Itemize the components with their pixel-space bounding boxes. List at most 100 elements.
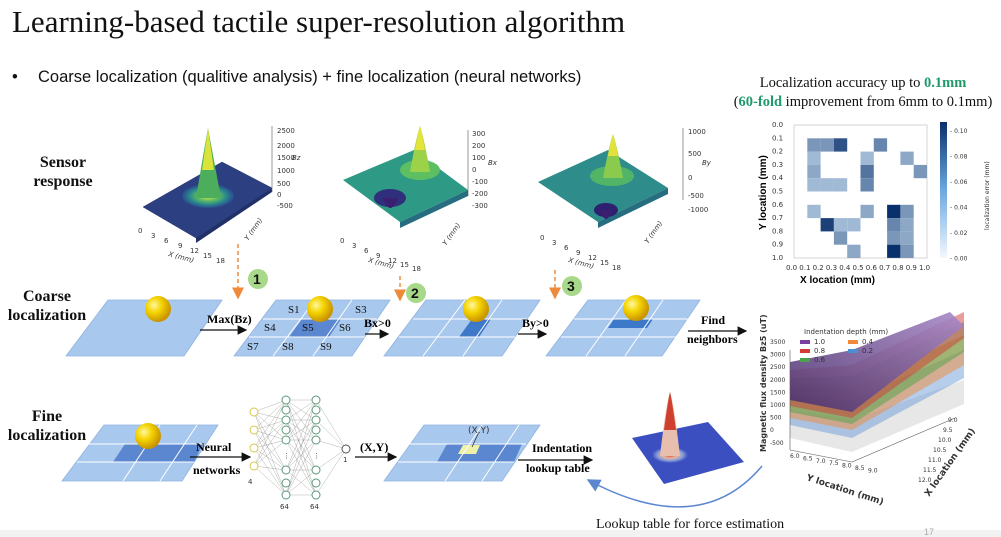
heatmap-cell xyxy=(900,244,914,258)
heatmap-cell xyxy=(820,178,834,192)
nn-hidden-node xyxy=(281,465,291,475)
xy-pointer xyxy=(471,433,479,448)
peak-surface-spike-top xyxy=(664,392,676,430)
grid-highlight xyxy=(113,444,203,462)
nn-input-node xyxy=(249,407,259,417)
heatmap-cell xyxy=(900,204,914,219)
heatmap-cell xyxy=(833,138,848,152)
heatmap-ytick: 0.6 xyxy=(772,201,784,209)
heatmap-ytick: 0.8 xyxy=(772,227,783,235)
surface-bz-xtick: 9 xyxy=(178,242,182,250)
coarse-plate-c xyxy=(383,296,541,357)
accuracy-line2: (60-fold improvement from 6mm to 0.1mm) xyxy=(728,93,998,112)
neural-network-diagram: ⋮ ⋮ 4 64 64 1 xyxy=(248,395,351,511)
surface-by-xtick: 18 xyxy=(612,264,621,272)
force-ytick: 9.5 xyxy=(943,427,953,434)
nn-hidden-node xyxy=(311,395,321,405)
step-badge-2 xyxy=(406,283,426,303)
surface-bx-xtick: 18 xyxy=(412,265,421,273)
surface-bx-ztick: -300 xyxy=(472,202,488,210)
heatmap-xtick: 0.9 xyxy=(906,264,917,272)
bullet-point: • Coarse localization (qualitive analysis… xyxy=(12,68,581,87)
surface-bz-edge xyxy=(196,188,272,243)
heatmap-xtick: 0.6 xyxy=(866,264,878,272)
surface-plot-bx: 300 200 100 Bx 0 -100 -200 -300 0 3 6 9 … xyxy=(340,126,498,273)
surface-by-peak-top xyxy=(608,134,618,156)
surface-bx-ztick: 100 xyxy=(472,154,485,162)
force-legend-label: 0.6 xyxy=(814,356,826,364)
row-label-sensor: Sensor response xyxy=(14,153,112,191)
force-xlabel: Y location (mm) xyxy=(804,473,885,508)
xy-output-label: (X,Y) xyxy=(360,440,388,454)
force-xtick: 7.5 xyxy=(829,460,839,467)
heatmap-colorbar xyxy=(940,122,947,258)
force-ztick: -500 xyxy=(770,440,784,447)
nn-hidden-node xyxy=(281,395,291,405)
grid-line xyxy=(624,299,664,357)
surface-bz-ztick: 2000 xyxy=(277,142,295,150)
surface-bz-xtick: 6 xyxy=(164,237,169,245)
nn-ellipsis-1: ⋮ xyxy=(283,452,290,460)
heatmap-cell xyxy=(887,244,901,258)
surface-bz-xtick: 18 xyxy=(216,257,225,265)
heatmap-colorbar-tick: - 0.10 xyxy=(950,128,968,135)
force-legend-swatch xyxy=(800,349,810,353)
force-legend-label: 0.2 xyxy=(862,347,873,355)
force-legend-title: Indentation depth (mm) xyxy=(804,328,888,336)
surface-bx-xtick: 0 xyxy=(340,237,344,245)
force-legend-label: 0.4 xyxy=(862,338,874,346)
peak-surface-base xyxy=(632,422,744,484)
op-label-by: By>0 xyxy=(522,316,549,330)
surface-bz-ztick: 1500 xyxy=(277,154,295,162)
step-number-1: 1 xyxy=(253,271,261,287)
heatmap-cell xyxy=(807,151,821,165)
grid-label-s1: S1 xyxy=(288,304,300,316)
bullet-text: Coarse localization (qualitive analysis)… xyxy=(38,68,582,86)
force-yaxis xyxy=(851,417,956,463)
fine-plate-b: (X,Y) xyxy=(383,424,541,482)
heatmap-cell xyxy=(887,218,901,232)
grid-target-subcell xyxy=(458,445,480,454)
surface-bz-xtick: 0 xyxy=(138,227,142,235)
force-ytick: 9.0 xyxy=(948,417,958,424)
heatmap-cell xyxy=(913,164,927,179)
indenter-ball xyxy=(307,296,333,322)
heatmap-colorbar-label: localization error (mm) xyxy=(984,161,991,230)
heatmap-xlabel: X location (mm) xyxy=(800,275,875,286)
force-yticks: 9.0 9.5 10.0 10.5 11.0 11.5 12.0 xyxy=(918,417,958,484)
page-number: 17 xyxy=(924,527,935,537)
fine-plate-a xyxy=(61,423,219,482)
force-zticks: 3500 3000 2500 2000 1500 1000 500 0 -500 xyxy=(770,339,785,447)
heatmap-ytick: 0.4 xyxy=(772,174,784,182)
force-xtick: 6.5 xyxy=(803,455,813,462)
heatmap-cell xyxy=(860,164,874,179)
force-ztick: 2500 xyxy=(770,364,785,371)
heatmap-xticks: 0.0 0.1 0.2 0.3 0.4 0.5 0.6 0.7 0.8 0.9 1.0 xyxy=(786,264,930,272)
surface-bx-zlabel: Bx xyxy=(488,159,498,167)
footer-bar xyxy=(0,530,1001,537)
force-legend-swatch xyxy=(848,349,858,353)
surface-by-ztick: -1000 xyxy=(688,206,708,214)
nn-hidden-node xyxy=(281,490,291,500)
grid-label-s8: S8 xyxy=(282,341,294,353)
indenter-ball xyxy=(463,296,489,322)
force-xticks: 6.0 6.5 7.0 7.5 8.0 8.5 9.0 xyxy=(790,453,878,474)
accuracy-line1: Localization accuracy up to 0.1mm xyxy=(728,74,998,93)
surface-bz-ztick: 500 xyxy=(277,180,290,188)
heatmap-colorbar-tick: - 0.08 xyxy=(950,154,968,161)
heatmap-ytick: 0.9 xyxy=(772,241,783,249)
surface-bz-peak-top xyxy=(202,128,214,170)
heatmap-cell xyxy=(900,151,914,165)
indentation-line2: lookup table xyxy=(526,461,590,475)
grid-line xyxy=(312,299,353,357)
heatmap-cell xyxy=(847,218,861,232)
heatmap-xtick: 0.7 xyxy=(879,264,890,272)
nn-output-node xyxy=(341,444,351,454)
row-label-sensor-line1: Sensor xyxy=(39,154,87,171)
nn-size-hidden1: 64 xyxy=(280,503,289,511)
heatmap-xtick: 0.8 xyxy=(892,264,903,272)
lookup-feedback-arrow xyxy=(586,465,763,508)
heatmap-xtick: 0.4 xyxy=(839,264,851,272)
force-plot: Indentation depth (mm) 1.00.80.6 0.40.2 3… xyxy=(759,312,978,508)
surface-bz-ylabel: Y (mm) xyxy=(243,216,264,242)
